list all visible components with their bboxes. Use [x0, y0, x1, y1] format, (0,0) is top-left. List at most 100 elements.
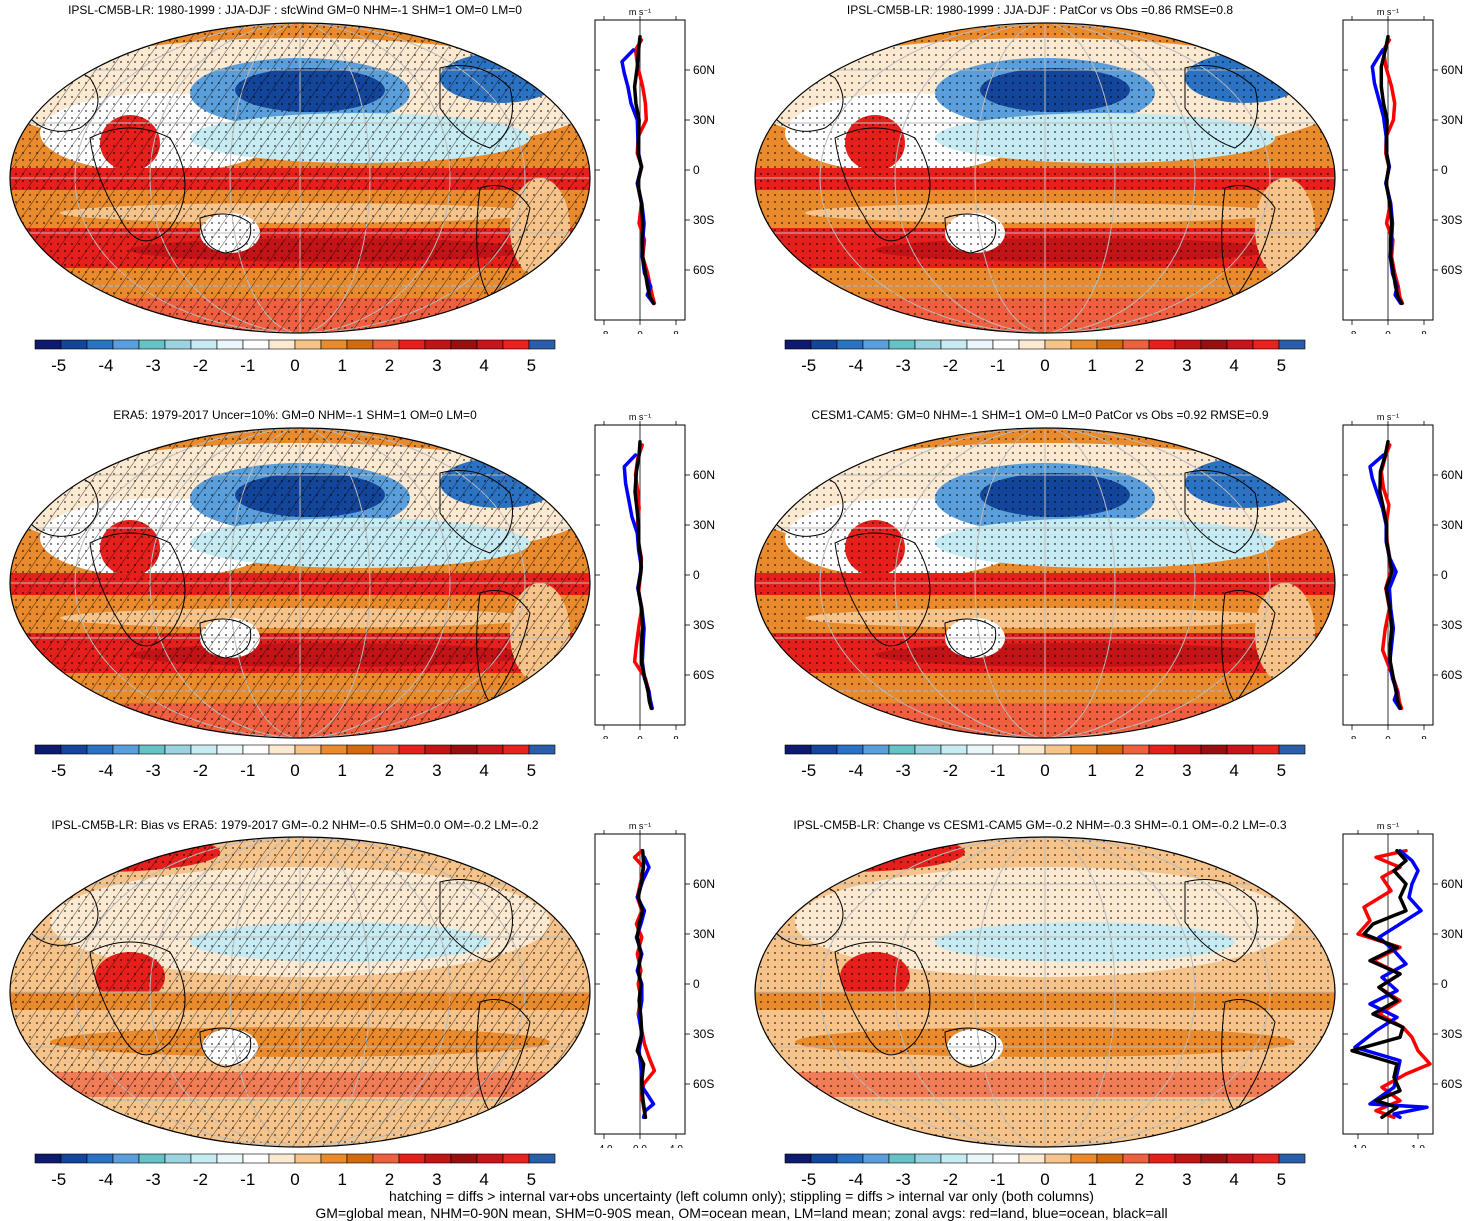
colorbar-swatch	[966, 339, 994, 350]
colorbar-swatch	[992, 1153, 1020, 1164]
zonal-series-line	[1350, 848, 1408, 1120]
colorbar-tick-label: 2	[1135, 761, 1144, 780]
zonal-mean-plot: m s⁻¹ -8 0 8 60N 30N 0 30S 60S	[1342, 412, 1463, 739]
colorbar-tick-label: 4	[479, 761, 488, 780]
x-tick-label: -8	[600, 330, 609, 334]
colorbar-tick-label: -1	[240, 1170, 255, 1189]
colorbar-swatch	[1200, 744, 1228, 755]
lat-tick-label: 30S	[693, 1027, 714, 1041]
panel-2: IPSL-CM5B-LR: 1980-1999 : JJA-DJF : PatC…	[745, 0, 1483, 405]
colorbar-tick-label: -2	[943, 761, 958, 780]
lat-tick-label: 60S	[1441, 1077, 1462, 1091]
colorbar-tick-label: 4	[1229, 356, 1238, 375]
colorbar-swatch	[398, 339, 426, 350]
colorbar-swatch	[450, 339, 478, 350]
colorbar-swatch	[1252, 1153, 1280, 1164]
colorbar-swatch	[450, 1153, 478, 1164]
colorbar-tick-label: -3	[146, 356, 161, 375]
colorbar-swatch	[242, 744, 270, 755]
map-sfcwind-era5	[0, 423, 600, 743]
colorbar-swatch	[476, 1153, 504, 1164]
colorbar-tick-label: -3	[146, 1170, 161, 1189]
colorbar-tick-label: 3	[1182, 761, 1191, 780]
colorbar: -5 -4 -3 -2 -1 0 1 2 3 4 5	[784, 339, 1306, 375]
colorbar-swatch	[60, 1153, 88, 1164]
colorbar-swatch	[138, 744, 166, 755]
panel-title: IPSL-CM5B-LR: Change vs CESM1-CAM5 GM=-0…	[793, 818, 1287, 832]
map-change-vs-cesm	[745, 832, 1345, 1152]
colorbar-swatch	[34, 339, 62, 350]
panel-6: IPSL-CM5B-LR: Change vs CESM1-CAM5 GM=-0…	[745, 810, 1483, 1189]
colorbar-tick-label: 2	[1135, 356, 1144, 375]
colorbar-tick-label: 5	[1277, 1170, 1286, 1189]
lat-tick-label: 60S	[1441, 668, 1462, 682]
colorbar-swatch	[966, 744, 994, 755]
colorbar-swatch	[1252, 744, 1280, 755]
colorbar-swatch	[784, 744, 812, 755]
colorbar-tick-label: -1	[990, 761, 1005, 780]
colorbar-tick-label: -4	[98, 1170, 113, 1189]
zonal-series-line	[1378, 439, 1402, 711]
colorbar-swatch	[34, 744, 62, 755]
colorbar-swatch	[992, 339, 1020, 350]
colorbar-swatch	[398, 1153, 426, 1164]
colorbar-tick-label: -4	[848, 761, 863, 780]
colorbar-swatch	[914, 1153, 942, 1164]
colorbar-swatch	[1174, 339, 1202, 350]
colorbar-swatch	[346, 339, 374, 350]
colorbar-swatch	[528, 744, 556, 755]
colorbar-swatch	[164, 744, 192, 755]
colorbar-tick-label: 1	[1088, 356, 1097, 375]
lat-tick-label: 30N	[693, 113, 715, 127]
colorbar-tick-label: -4	[98, 761, 113, 780]
colorbar-swatch	[1148, 339, 1176, 350]
colorbar-swatch	[346, 744, 374, 755]
colorbar-swatch	[810, 339, 838, 350]
colorbar-swatch	[190, 339, 218, 350]
x-tick-label: 0	[1385, 330, 1391, 334]
colorbar-swatch	[372, 744, 400, 755]
footer-note-1: hatching = diffs > internal var+obs unce…	[389, 1188, 1094, 1204]
lat-tick-label: 30S	[1441, 1027, 1462, 1041]
colorbar-tick-label: 2	[385, 1170, 394, 1189]
colorbar-swatch	[476, 339, 504, 350]
colorbar-tick-label: 4	[479, 1170, 488, 1189]
colorbar-swatch	[346, 1153, 374, 1164]
colorbar-swatch	[398, 744, 426, 755]
colorbar-tick-label: 0	[290, 356, 299, 375]
map-bias-vs-era5	[0, 832, 600, 1152]
lat-tick-label: 60N	[693, 63, 715, 77]
colorbar-tick-label: -4	[98, 356, 113, 375]
colorbar: -5 -4 -3 -2 -1 0 1 2 3 4 5	[34, 1153, 556, 1189]
colorbar-tick-label: 5	[527, 761, 536, 780]
colorbar-tick-label: 1	[1088, 761, 1097, 780]
colorbar-swatch	[320, 339, 348, 350]
x-tick-label: 8	[1421, 735, 1427, 739]
colorbar-swatch	[268, 339, 296, 350]
lat-tick-label: 60N	[1441, 877, 1463, 891]
lat-tick-label: 30S	[693, 213, 714, 227]
colorbar-tick-label: -5	[801, 1170, 816, 1189]
colorbar-swatch	[216, 744, 244, 755]
unit-label: m s⁻¹	[629, 412, 651, 422]
colorbar-swatch	[424, 1153, 452, 1164]
colorbar-tick-label: -5	[51, 1170, 66, 1189]
x-tick-label: 0	[637, 735, 643, 739]
colorbar-swatch	[1174, 1153, 1202, 1164]
colorbar-swatch	[372, 339, 400, 350]
colorbar-swatch	[1148, 744, 1176, 755]
zonal-mean-plot: m s⁻¹ -8 0 8 60N 30N 0 30S 60S	[1342, 7, 1463, 334]
colorbar-tick-label: 5	[527, 356, 536, 375]
colorbar-swatch	[164, 1153, 192, 1164]
colorbar-swatch	[1018, 744, 1046, 755]
colorbar-swatch	[784, 339, 812, 350]
map-sfcwind-ipsl-patcor	[745, 18, 1345, 338]
lat-tick-label: 60S	[693, 263, 714, 277]
panel-5: IPSL-CM5B-LR: Bias vs ERA5: 1979-2017 GM…	[0, 810, 740, 1189]
colorbar-tick-label: -2	[193, 356, 208, 375]
colorbar-swatch	[164, 339, 192, 350]
colorbar-swatch	[268, 1153, 296, 1164]
colorbar-tick-label: -2	[193, 761, 208, 780]
colorbar-swatch	[1044, 339, 1072, 350]
colorbar-swatch	[112, 744, 140, 755]
